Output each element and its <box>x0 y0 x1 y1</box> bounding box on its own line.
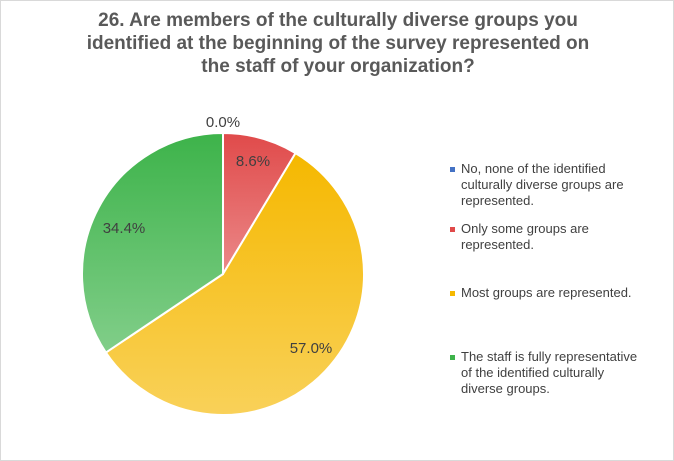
legend-label-line: of the identified culturally <box>461 365 605 380</box>
data-label-some-represented: 8.6% <box>236 153 270 170</box>
legend-item-none-represented: No, none of the identified culturally div… <box>450 161 672 209</box>
legend-item-some-represented: Only some groups are represented. <box>450 221 672 253</box>
legend-swatch-most-represented <box>450 291 455 296</box>
data-label-none-represented: 0.0% <box>206 114 240 131</box>
legend-swatch-none-represented <box>450 167 455 172</box>
pie-slices <box>81 131 365 416</box>
legend-swatch-fully-representative <box>450 355 455 360</box>
legend-label-line: The staff is fully representative <box>461 349 638 364</box>
legend-item-fully-representative: The staff is fully representative of the … <box>450 349 672 397</box>
legend-item-most-represented: Most groups are represented. <box>450 285 672 301</box>
legend-swatch-some-represented <box>450 227 455 232</box>
legend-label-line: Most groups are represented. <box>461 285 632 300</box>
legend-label-line: Only some groups are <box>461 221 589 236</box>
legend-label-none-represented: No, none of the identified culturally div… <box>461 161 624 209</box>
pie-slice-fully-representative <box>81 131 224 354</box>
legend-label-most-represented: Most groups are represented. <box>461 285 632 301</box>
chart-title-line-2: identified at the beginning of the surve… <box>86 33 590 54</box>
legend-label-line: culturally diverse groups are <box>461 177 624 192</box>
legend-label-line: represented. <box>461 193 534 208</box>
chart-title-line-3: the staff of your organization? <box>201 56 475 77</box>
legend-label-fully-representative: The staff is fully representative of the … <box>461 349 637 397</box>
pie-data-labels: 0.0% 8.6% 57.0% 34.4% <box>103 114 333 357</box>
data-label-fully-representative: 34.4% <box>103 220 146 237</box>
legend-label-line: diverse groups. <box>461 381 550 396</box>
pie-slice-most-represented <box>104 151 365 416</box>
data-label-most-represented: 57.0% <box>290 340 333 357</box>
legend-label-some-represented: Only some groups are represented. <box>461 221 589 253</box>
chart-title-line-1: 26. Are members of the culturally divers… <box>98 10 578 31</box>
chart-title: 26. Are members of the culturally divers… <box>41 9 635 78</box>
legend-label-line: No, none of the identified <box>461 161 606 176</box>
legend-label-line: represented. <box>461 237 534 252</box>
